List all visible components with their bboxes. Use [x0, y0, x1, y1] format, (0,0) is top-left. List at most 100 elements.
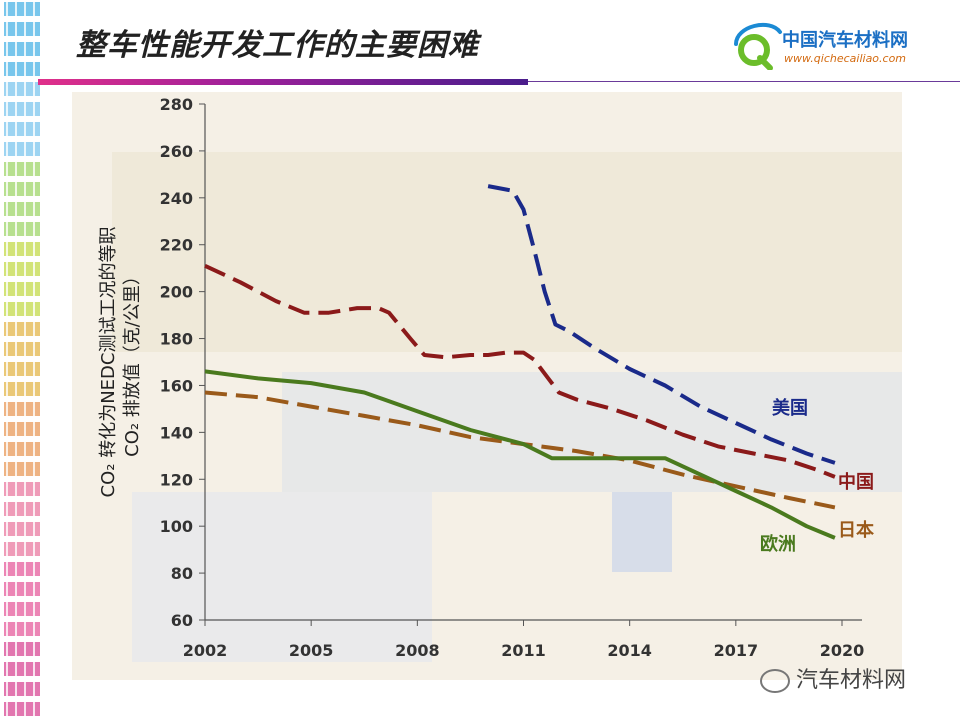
stripe-line	[15, 642, 17, 656]
stripe-line	[24, 42, 26, 56]
stripe-block	[4, 682, 40, 696]
stripe-line	[33, 642, 35, 656]
stripe-line	[33, 322, 35, 336]
stripe-line	[33, 682, 35, 696]
stripe-line	[33, 222, 35, 236]
stripe-block	[4, 702, 40, 716]
stripe-line	[15, 422, 17, 436]
stripe-block	[4, 242, 40, 256]
stripe-line	[33, 622, 35, 636]
stripe-block	[4, 142, 40, 156]
y-tick-label: 120	[160, 470, 193, 489]
wechat-watermark: 汽车材料网	[760, 662, 906, 694]
stripe-line	[24, 602, 26, 616]
stripe-block	[4, 442, 40, 456]
stripe-block	[4, 102, 40, 116]
stripe-line	[6, 662, 8, 676]
stripe-line	[33, 362, 35, 376]
stripe-line	[24, 82, 26, 96]
stripe-block	[4, 382, 40, 396]
stripe-line	[6, 502, 8, 516]
stripe-line	[24, 22, 26, 36]
stripe-line	[24, 442, 26, 456]
stripe-line	[6, 422, 8, 436]
stripe-line	[24, 142, 26, 156]
x-tick-label: 2005	[289, 641, 334, 660]
stripe-line	[24, 222, 26, 236]
stripe-line	[24, 242, 26, 256]
stripe-line	[15, 462, 17, 476]
stripe-line	[15, 442, 17, 456]
y-tick-label: 80	[171, 564, 193, 583]
logo-main-text: 中国汽车材料网	[782, 30, 908, 51]
stripe-line	[33, 142, 35, 156]
stripe-block	[4, 542, 40, 556]
y-tick-label: 240	[160, 189, 193, 208]
stripe-line	[33, 342, 35, 356]
stripe-line	[6, 522, 8, 536]
stripe-line	[6, 42, 8, 56]
watermark-text: 汽车材料网	[796, 668, 907, 693]
site-logo[interactable]: 中国汽车材料网 www.qichecailiao.com	[730, 14, 930, 74]
stripe-line	[15, 562, 17, 576]
stripe-block	[4, 42, 40, 56]
stripe-line	[33, 662, 35, 676]
y-tick-label: 260	[160, 142, 193, 161]
stripe-block	[4, 2, 40, 16]
stripe-line	[15, 302, 17, 316]
stripe-line	[6, 342, 8, 356]
stripe-line	[6, 362, 8, 376]
stripe-block	[4, 582, 40, 596]
stripe-line	[24, 122, 26, 136]
stripe-line	[33, 282, 35, 296]
stripe-line	[6, 282, 8, 296]
backdrop-band	[132, 492, 432, 662]
stripe-line	[15, 522, 17, 536]
stripe-line	[15, 602, 17, 616]
stripe-line	[33, 62, 35, 76]
stripe-line	[24, 62, 26, 76]
stripe-line	[24, 562, 26, 576]
stripe-line	[6, 2, 8, 16]
stripe-line	[15, 402, 17, 416]
stripe-line	[33, 422, 35, 436]
stripe-block	[4, 202, 40, 216]
stripe-line	[33, 582, 35, 596]
stripe-line	[24, 202, 26, 216]
stripe-line	[33, 42, 35, 56]
series-line-1	[204, 263, 836, 479]
stripe-line	[24, 162, 26, 176]
stripe-line	[24, 702, 26, 716]
y-tick-label: 160	[160, 376, 193, 395]
stripe-line	[15, 282, 17, 296]
stripe-line	[24, 482, 26, 496]
series-label-3: 欧洲	[760, 533, 796, 555]
stripe-line	[6, 462, 8, 476]
stripe-line	[6, 222, 8, 236]
stripe-line	[15, 142, 17, 156]
q-letter-logo-icon	[734, 22, 782, 70]
stripe-line	[15, 702, 17, 716]
stripe-line	[33, 22, 35, 36]
stripe-line	[15, 342, 17, 356]
stripe-line	[24, 542, 26, 556]
stripe-line	[33, 482, 35, 496]
stripe-line	[6, 602, 8, 616]
series-label-2: 日本	[838, 519, 874, 541]
stripe-line	[6, 102, 8, 116]
stripe-line	[24, 382, 26, 396]
stripe-line	[6, 402, 8, 416]
stripe-line	[15, 102, 17, 116]
stripe-block	[4, 222, 40, 236]
stripe-line	[24, 322, 26, 336]
stripe-line	[6, 702, 8, 716]
stripe-block	[4, 282, 40, 296]
stripe-line	[6, 382, 8, 396]
stripe-line	[33, 702, 35, 716]
stripe-line	[6, 182, 8, 196]
stripe-line	[6, 322, 8, 336]
stripe-block	[4, 342, 40, 356]
stripe-line	[6, 622, 8, 636]
stripe-block	[4, 262, 40, 276]
stripe-line	[33, 2, 35, 16]
